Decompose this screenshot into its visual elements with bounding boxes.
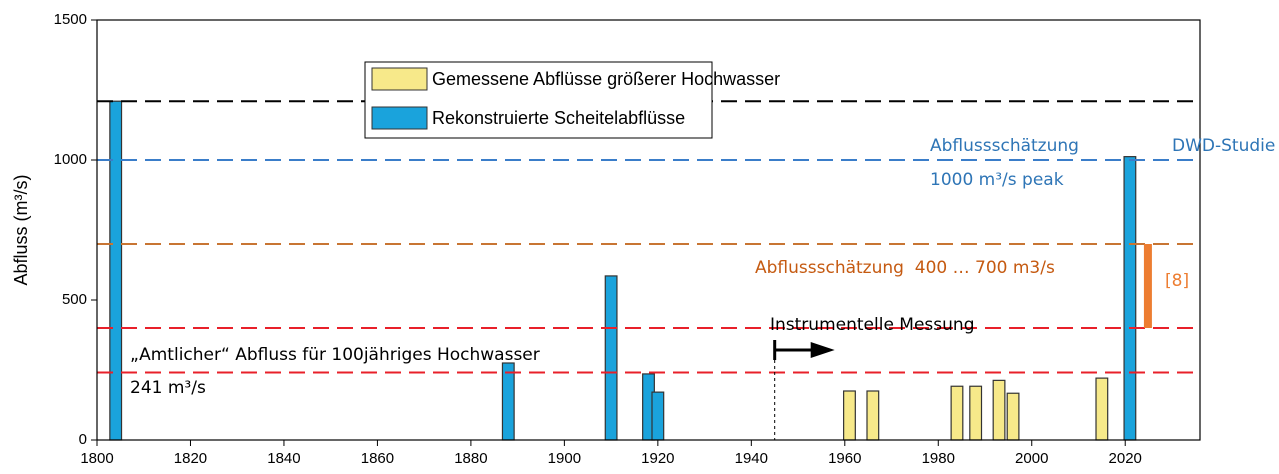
legend-swatch [371, 106, 428, 130]
x-tick-label: 1980 [922, 450, 955, 467]
annotation: Abflussschätzung 400 … 700 m3/s [755, 258, 1055, 278]
x-tick-label: 1900 [548, 450, 581, 467]
bar [866, 390, 880, 441]
legend-label: Gemessene Abflüsse größerer Hochwasser [432, 69, 780, 89]
annotation: DWD-Studie [1172, 136, 1275, 156]
x-tick-label: 1860 [361, 450, 394, 467]
annotation: Abflussschätzung [930, 136, 1079, 156]
plot-frame [96, 19, 1201, 441]
y-tick-label: 0 [79, 431, 87, 448]
arrow-head [810, 342, 835, 358]
bar [1095, 377, 1109, 441]
annotation: 241 m³/s [130, 378, 206, 398]
bar [501, 362, 515, 441]
bar [950, 385, 964, 441]
annotation: Instrumentelle Messung [770, 315, 974, 335]
x-tick-label: 1800 [80, 450, 113, 467]
y-tick-label: 500 [62, 291, 87, 308]
bar [992, 379, 1006, 441]
y-tick-label: 1000 [54, 151, 87, 168]
range-bar-label: [8] [1165, 271, 1189, 291]
y-tick-label: 1500 [54, 11, 87, 28]
bar [1006, 392, 1020, 441]
bar [651, 391, 665, 441]
bar [1123, 156, 1137, 441]
legend-swatch [371, 67, 428, 91]
y-axis-label: Abfluss (m³/s) [11, 174, 31, 285]
x-tick-label: 1940 [735, 450, 768, 467]
bar [843, 390, 856, 441]
annotation: „Amtlicher“ Abfluss für 100jähriges Hoch… [130, 345, 540, 365]
x-tick-label: 1960 [828, 450, 861, 467]
x-tick-label: 1880 [454, 450, 487, 467]
annotation: 1000 m³/s peak [930, 170, 1064, 190]
x-tick-label: 2000 [1015, 450, 1048, 467]
legend-label: Rekonstruierte Scheitelabflüsse [432, 108, 685, 128]
x-tick-label: 1920 [641, 450, 674, 467]
x-tick-label: 1840 [267, 450, 300, 467]
x-tick-label: 2020 [1109, 450, 1142, 467]
bar [604, 275, 618, 441]
range-bar [1143, 244, 1152, 328]
bar [969, 385, 983, 441]
bar [109, 100, 123, 441]
x-tick-label: 1820 [174, 450, 207, 467]
